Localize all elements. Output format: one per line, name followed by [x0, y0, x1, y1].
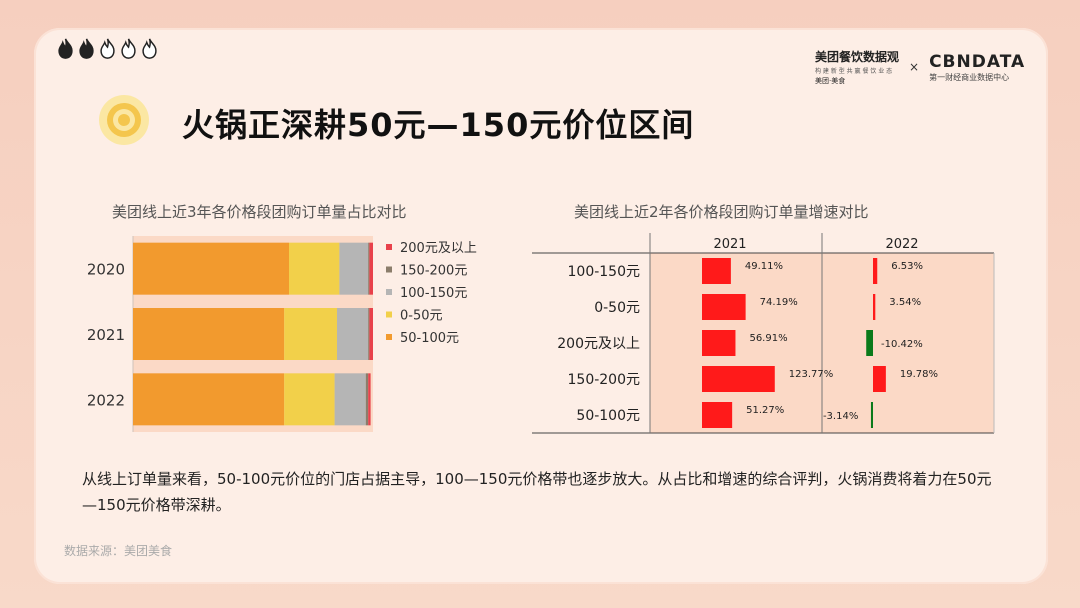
chart2-data-label: 51.27% [746, 405, 784, 416]
chart2-data-label: -3.14% [823, 411, 858, 422]
chart1-bar-segment [368, 242, 370, 295]
meituan-logo-sub: 构 建 新 型 共 赢 餐 饮 业 态 [815, 68, 893, 75]
chart1-legend-swatch [386, 289, 392, 295]
meituan-logo-name: 美团餐饮数据观 [815, 50, 900, 64]
chart1-bar-segment [284, 373, 335, 426]
chart2-bar [702, 402, 733, 428]
chart2-category-label: 100-150元 [568, 264, 641, 280]
source-note: 数据来源：美团美食 [64, 544, 173, 558]
chart2-data-label: 19.78% [900, 369, 938, 380]
chart2-title: 美团线上近2年各价格段团购订单量增速对比 [574, 203, 869, 221]
chart2-data-label: 123.77% [789, 369, 834, 380]
chart2-series-header: 2021 [713, 237, 746, 252]
chart1-bar-segment [133, 242, 289, 295]
chart1-legend-label: 50-100元 [400, 331, 459, 346]
chart1-legend-swatch [386, 266, 392, 273]
chart2-data-label: 3.54% [889, 297, 921, 308]
chart1-title: 美团线上近3年各价格段团购订单量占比对比 [112, 203, 407, 221]
chart2-series-header: 2022 [885, 237, 918, 252]
meituan-logo-tag: 美团·美食 [815, 77, 846, 85]
flame-icon [58, 38, 73, 59]
body-text: 从线上订单量来看，50-100元价位的门店占据主导，100—150元价格带也逐步… [82, 470, 992, 514]
chart2-data-label: 74.19% [760, 297, 798, 308]
chart2-bar [866, 330, 873, 356]
chart2-bar [873, 258, 878, 284]
chart2-category-label: 200元及以上 [557, 336, 640, 352]
chart2-bar [702, 294, 746, 320]
chart2-data-label: -10.42% [881, 339, 923, 350]
chart1-legend-label: 150-200元 [400, 264, 467, 279]
chart1-bar-segment [369, 308, 373, 360]
brand-separator: × [909, 60, 920, 74]
chart1-category-label: 2022 [87, 391, 125, 409]
chart1-bar-segment [368, 373, 371, 426]
brand-logos: 美团餐饮数据观 构 建 新 型 共 赢 餐 饮 业 态 美团·美食 × CBND… [815, 48, 1025, 86]
flame-rating [56, 37, 159, 59]
chart1-legend-swatch [386, 334, 392, 340]
chart1-legend-swatch [386, 311, 392, 318]
chart1-bar-segment [365, 373, 369, 426]
cbndata-logo-name: CBNDATA [929, 51, 1026, 72]
chart1-bar-segment [334, 373, 366, 426]
chart2-bar [702, 258, 731, 284]
meituan-logo: 美团餐饮数据观 构 建 新 型 共 赢 餐 饮 业 态 美团·美食 [815, 48, 899, 86]
flame-icon [142, 38, 157, 59]
chart1-bar-segment [289, 242, 340, 295]
chart1-category-label: 2020 [87, 261, 125, 279]
chart2-bar [702, 366, 775, 392]
page-title: 火锅正深耕50元—150元价位区间 [182, 106, 695, 144]
cbndata-logo: CBNDATA 第一财经商业数据中心 [929, 52, 1025, 83]
cbndata-logo-sub: 第一财经商业数据中心 [929, 72, 1010, 82]
chart1-bar-segment [337, 308, 369, 360]
chart2-category-label: 50-100元 [576, 408, 640, 424]
chart1-bar-segment [369, 242, 373, 295]
target-icon [99, 95, 149, 145]
chart2-category-label: 150-200元 [568, 372, 641, 388]
chart2-category-label: 0-50元 [594, 300, 640, 316]
chart1-legend-swatch [386, 244, 392, 250]
flame-icon [79, 38, 94, 59]
chart1-category-label: 2021 [87, 326, 125, 344]
chart2-bar [870, 402, 873, 428]
flame-icon [121, 38, 136, 59]
chart1-bar-segment [133, 308, 285, 360]
chart1-legend-label: 100-150元 [400, 286, 467, 301]
chart1-bar-segment [284, 308, 337, 360]
chart1-legend-label: 0-50元 [400, 309, 443, 324]
flame-icon [100, 38, 115, 59]
chart1-bar-segment [368, 308, 370, 360]
chart2-data-label: 56.91% [749, 333, 787, 344]
chart2-bar [873, 366, 886, 392]
chart2-bar [702, 330, 736, 356]
chart1-bar-segment [339, 242, 369, 295]
chart2-data-label: 49.11% [745, 261, 783, 272]
chart1-bar-segment [133, 373, 285, 426]
chart2-data-label: 6.53% [891, 261, 923, 272]
chart1-legend-label: 200元及以上 [400, 241, 477, 256]
chart2-bar [873, 294, 876, 320]
